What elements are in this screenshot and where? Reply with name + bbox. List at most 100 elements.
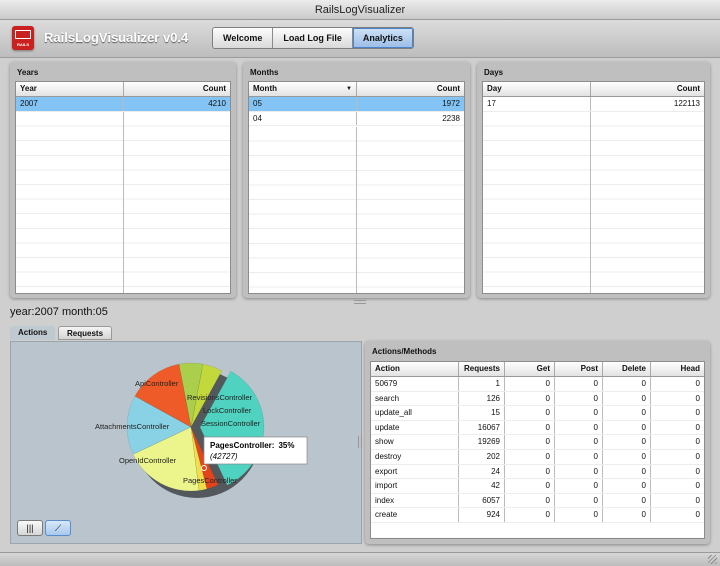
month-column-header[interactable]: Month ▼ — [249, 82, 357, 96]
table-cell: 0 — [555, 406, 603, 420]
table-cell: 0 — [555, 435, 603, 449]
tab-actions[interactable]: Actions — [10, 326, 56, 340]
table-cell: 0 — [695, 408, 700, 418]
table-cell: 0 — [603, 464, 651, 479]
slice-label: ApiController — [135, 379, 179, 388]
tooltip-label: PagesController: — [210, 441, 274, 450]
count-cell: 4210 — [208, 99, 226, 108]
months-table[interactable]: Month ▼ Count 05 1972 04 2238 — [248, 81, 465, 294]
welcome-button[interactable]: Welcome — [213, 28, 274, 48]
table-cell: 0 — [505, 508, 555, 522]
table-cell: 24 — [459, 464, 505, 479]
slice-label: PagesController — [183, 476, 237, 485]
vertical-split-divider[interactable] — [358, 436, 362, 448]
count-column-header[interactable]: Count — [676, 84, 700, 93]
split-pane-divider[interactable] — [354, 300, 366, 304]
table-row[interactable]: 2007 4210 — [16, 97, 230, 112]
table-row[interactable]: destroy 202 0 0 0 0 — [371, 449, 704, 465]
hover-marker — [201, 465, 207, 471]
table-cell: 0 — [555, 420, 603, 435]
actions-table[interactable]: Action Requests Get Post Delete Head 50679 1 0 0… — [370, 361, 705, 539]
table-row[interactable]: update_all 15 0 0 0 0 — [371, 406, 704, 421]
column-header-head[interactable]: Head — [680, 364, 700, 373]
slice-label: OpenIdController — [119, 456, 177, 465]
table-cell: 0 — [555, 508, 603, 522]
table-cell: 0 — [505, 435, 555, 449]
count-cell: 2238 — [442, 113, 460, 123]
table-row[interactable]: 04 2238 — [249, 111, 464, 127]
count-cell: 122113 — [673, 99, 700, 108]
table-cell: 126 — [459, 391, 505, 406]
table-cell: 0 — [603, 377, 651, 391]
year-column-header[interactable]: Year — [16, 82, 124, 96]
table-row[interactable]: export 24 0 0 0 0 — [371, 464, 704, 480]
table-row[interactable]: update 16067 0 0 0 0 — [371, 420, 704, 436]
table-cell: 0 — [695, 495, 700, 505]
days-table[interactable]: Day Count 17 122113 — [482, 81, 705, 294]
pie-chart: PagesController OpenIdController Attachmen… — [95, 362, 308, 498]
month-cell: 05 — [249, 97, 357, 111]
table-cell: 0 — [505, 479, 555, 493]
table-cell: 0 — [555, 479, 603, 493]
column-header-action[interactable]: Action — [371, 362, 459, 376]
table-cell: 0 — [603, 435, 651, 449]
table-cell: 0 — [555, 464, 603, 479]
pie-slice-attachmentscontroller[interactable] — [132, 426, 200, 492]
years-table[interactable]: Year Count 2007 4210 — [15, 81, 231, 294]
count-column-header[interactable]: Count — [436, 84, 460, 93]
table-row[interactable]: 05 1972 — [249, 97, 464, 112]
table-cell: 0 — [695, 481, 700, 491]
pie-slice-other-2[interactable] — [190, 426, 208, 491]
pie-slice-sessioncontroller[interactable] — [190, 363, 223, 428]
tab-requests[interactable]: Requests — [58, 326, 113, 340]
actions-panel: Actions/Methods Action Requests Get Post Del… — [365, 341, 710, 544]
analytics-button[interactable]: Analytics — [352, 28, 413, 48]
slice-label: RevisionsController — [187, 393, 253, 402]
table-cell: 42 — [459, 479, 505, 493]
table-cell: 0 — [603, 420, 651, 435]
tooltip-value: (42727) — [210, 452, 238, 461]
table-row[interactable]: show 19269 0 0 0 0 — [371, 435, 704, 450]
table-cell: 50679 — [371, 377, 459, 391]
line-chart-icon: ⟋ — [54, 523, 62, 533]
table-row[interactable]: 50679 1 0 0 0 0 — [371, 377, 704, 392]
actions-title: Actions/Methods — [372, 347, 437, 356]
table-cell: 0 — [603, 449, 651, 464]
pie-slice-lockcontroller[interactable] — [178, 362, 204, 428]
window-title: RailsLogVisualizer — [314, 4, 406, 16]
year-cell: 2007 — [16, 97, 124, 111]
table-cell: 0 — [505, 406, 555, 420]
table-row[interactable]: index 6057 0 0 0 0 — [371, 493, 704, 509]
table-row[interactable]: import 42 0 0 0 0 — [371, 479, 704, 494]
day-column-header[interactable]: Day — [483, 82, 591, 96]
count-cell: 1972 — [442, 99, 460, 108]
selection-info: year:2007 month:05 — [10, 306, 108, 318]
count-column-header[interactable]: Count — [202, 84, 226, 93]
pie-slice-revisionscontroller[interactable] — [134, 363, 192, 428]
table-cell: 0 — [603, 493, 651, 508]
table-cell: index — [371, 493, 459, 508]
tooltip-percent: 35% — [278, 441, 294, 450]
rails-logo-icon: RAILS — [12, 26, 34, 50]
tooltip-box — [203, 436, 308, 465]
slice-label: LockController — [203, 406, 252, 415]
load-log-file-button[interactable]: Load Log File — [273, 28, 353, 48]
bar-chart-button[interactable]: ||| — [17, 520, 43, 536]
resize-grip-icon[interactable] — [708, 555, 717, 564]
table-cell: 16067 — [459, 420, 505, 435]
column-header-requests[interactable]: Requests — [459, 362, 505, 376]
table-cell: destroy — [371, 449, 459, 464]
column-header-post[interactable]: Post — [555, 362, 603, 376]
line-chart-button[interactable]: ⟋ — [45, 520, 71, 536]
table-row[interactable]: 17 122113 — [483, 97, 704, 112]
table-row[interactable]: search 126 0 0 0 0 — [371, 391, 704, 407]
table-cell: 0 — [695, 437, 700, 447]
pie-slice-apicontroller[interactable] — [126, 395, 192, 455]
month-cell: 04 — [249, 111, 357, 126]
table-cell: 0 — [603, 391, 651, 406]
column-header-delete[interactable]: Delete — [603, 362, 651, 376]
bar-chart-icon: ||| — [26, 523, 34, 533]
table-row[interactable]: create 924 0 0 0 0 — [371, 508, 704, 523]
column-header-get[interactable]: Get — [505, 362, 555, 376]
svg-text:PagesController:35%: PagesController: 35% — [210, 441, 294, 450]
